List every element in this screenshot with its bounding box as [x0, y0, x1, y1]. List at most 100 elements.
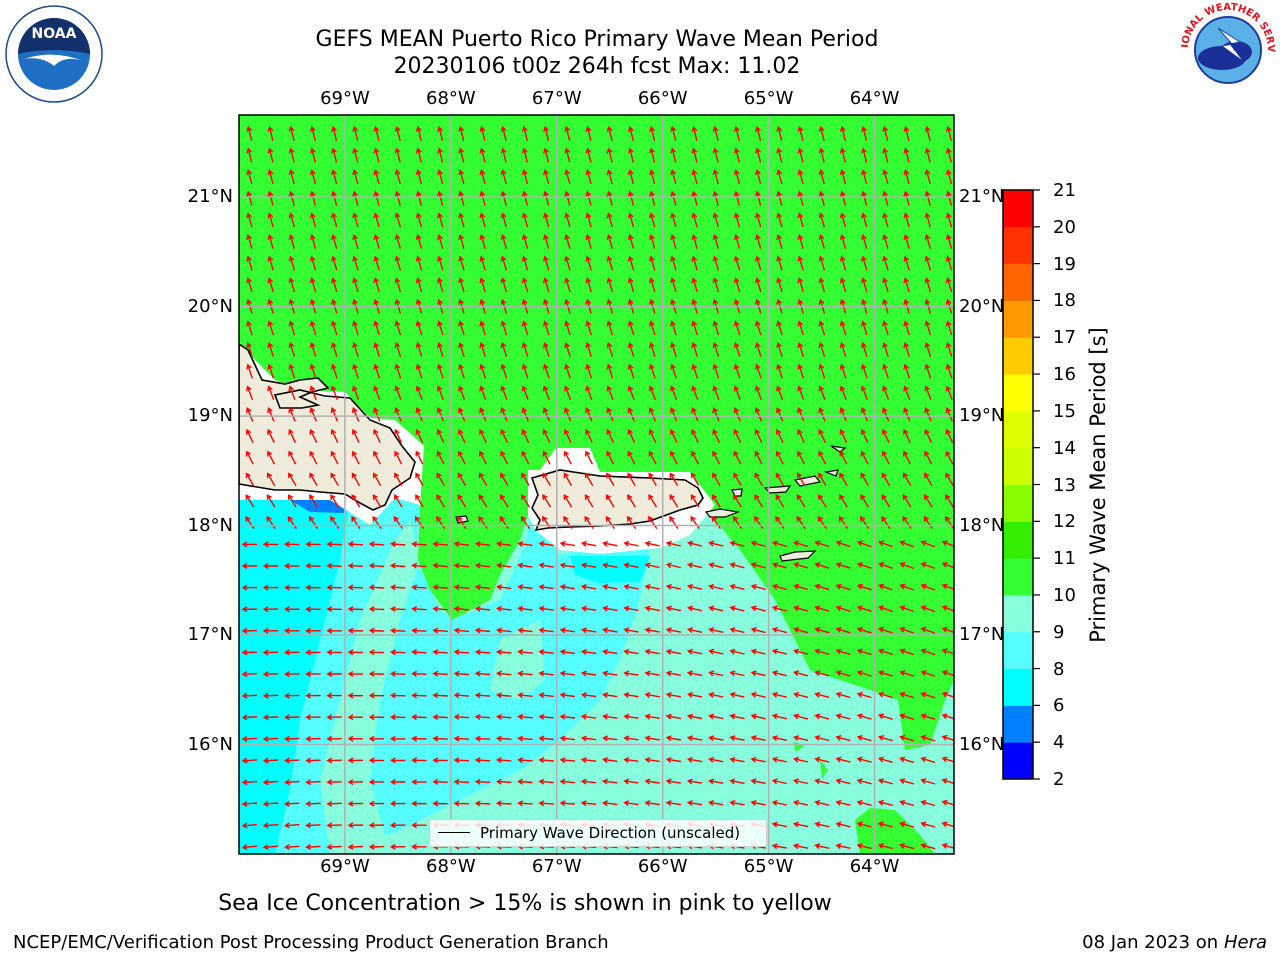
wave-arrow — [920, 843, 936, 850]
wave-arrow — [941, 799, 954, 806]
colorbar-tick-label: 19 — [1053, 253, 1076, 275]
wave-arrow — [474, 713, 491, 720]
wave-arrow — [839, 494, 848, 508]
wave-arrow — [521, 472, 530, 487]
wave-arrow — [797, 212, 804, 228]
wave-arrow — [733, 363, 741, 379]
wave-arrow — [496, 605, 512, 612]
colorbar-label: Primary Wave Mean Period [s] — [1086, 327, 1110, 643]
wave-arrow — [585, 342, 592, 357]
wave-arrow — [835, 843, 851, 850]
wave-arrow — [580, 757, 597, 763]
wave-arrow — [686, 756, 703, 763]
wave-arrow — [686, 800, 703, 807]
wave-arrow — [856, 670, 872, 677]
wave-arrow — [665, 735, 682, 742]
wave-arrow — [542, 407, 551, 422]
wave-arrow — [538, 540, 554, 547]
wave-arrow — [352, 342, 359, 357]
wave-arrow — [326, 779, 342, 786]
wave-arrow — [754, 277, 762, 293]
wave-arrow — [945, 190, 953, 206]
wave-arrow — [945, 169, 953, 185]
wave-arrow — [474, 778, 491, 785]
wave-arrow — [585, 190, 592, 206]
wave-arrow — [287, 494, 297, 508]
wave-arrow — [436, 363, 444, 379]
wave-arrow — [771, 756, 787, 763]
wave-arrow — [602, 627, 618, 634]
wave-arrow — [691, 233, 698, 249]
wave-arrow — [818, 169, 825, 185]
wave-arrow — [627, 255, 635, 271]
wave-arrow — [750, 605, 766, 612]
colorbar-tick-label: 17 — [1053, 327, 1076, 349]
wave-arrow — [267, 277, 274, 293]
wave-arrow — [776, 125, 783, 141]
wave-arrow — [750, 735, 766, 742]
wave-arrow — [432, 562, 448, 569]
wave-arrow — [267, 320, 274, 336]
wave-arrow — [559, 584, 576, 591]
wave-arrow — [708, 756, 724, 763]
wave-arrow — [691, 212, 698, 228]
colorbar-tick-label: 13 — [1053, 474, 1076, 496]
wave-arrow — [241, 606, 258, 613]
wave-arrow — [288, 385, 296, 401]
wave-arrow — [729, 562, 745, 569]
wave-arrow — [602, 670, 618, 677]
wave-arrow — [644, 778, 660, 785]
wave-arrow — [733, 147, 740, 163]
wave-arrow — [941, 734, 954, 741]
wave-arrow — [839, 233, 847, 249]
wave-arrow — [538, 562, 554, 569]
wave-arrow — [352, 190, 359, 206]
wave-arrow — [772, 540, 787, 548]
wave-arrow — [665, 627, 682, 634]
lat-label-left: 18°N — [187, 514, 233, 536]
wave-arrow — [246, 125, 253, 141]
wave-arrow — [729, 713, 745, 720]
wave-arrow — [712, 363, 720, 379]
wave-arrow — [839, 255, 847, 271]
wave-arrow — [627, 233, 635, 249]
wave-arrow — [415, 342, 423, 357]
wave-arrow — [708, 713, 724, 720]
wave-arrow — [606, 385, 614, 401]
wave-arrow — [267, 342, 274, 357]
wave-arrow — [517, 670, 533, 677]
wave-arrow — [521, 233, 529, 249]
wave-arrow — [262, 822, 279, 829]
wave-arrow — [309, 450, 318, 465]
wave-arrow — [793, 799, 809, 806]
wave-arrow — [882, 233, 889, 249]
wave-arrow — [288, 233, 295, 249]
wave-arrow — [776, 385, 784, 401]
wave-arrow — [771, 778, 787, 785]
wave-arrow — [856, 778, 872, 785]
wave-arrow — [945, 342, 953, 357]
wave-arrow — [352, 320, 359, 336]
wave-arrow — [543, 190, 550, 206]
wave-arrow — [669, 515, 679, 529]
wave-arrow — [797, 320, 804, 336]
wave-arrow — [411, 757, 427, 764]
wave-arrow — [393, 515, 403, 529]
wave-arrow — [246, 212, 253, 228]
wave-arrow — [309, 428, 318, 444]
culebra-island — [731, 488, 743, 497]
wave-arrow — [496, 800, 512, 807]
wave-arrow — [458, 212, 465, 228]
wave-arrow — [373, 255, 380, 271]
wave-arrow — [729, 691, 745, 698]
wave-arrow — [733, 190, 741, 206]
wave-arrow — [670, 363, 677, 379]
wave-arrow — [775, 494, 785, 508]
wave-arrow — [860, 450, 869, 465]
wave-arrow — [729, 583, 745, 590]
wave-arrow — [241, 562, 257, 570]
wave-arrow — [368, 843, 385, 850]
wave-arrow — [284, 692, 300, 699]
wave-arrow — [687, 627, 703, 634]
wave-arrow — [733, 407, 741, 422]
